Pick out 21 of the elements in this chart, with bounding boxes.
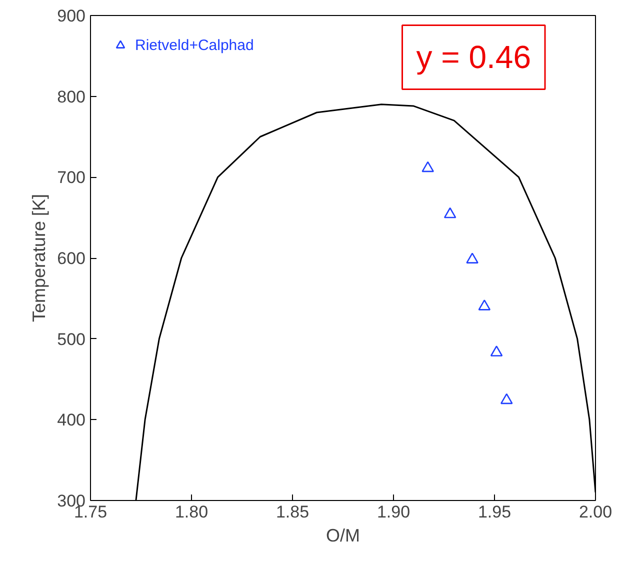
- y-tick-label: 400: [57, 410, 86, 430]
- x-tick-label: 2.00: [578, 502, 612, 522]
- x-tick-label: 1.90: [376, 502, 410, 522]
- point: [500, 393, 513, 404]
- x-tick-label: 1.95: [478, 502, 512, 522]
- y-tick-label: 600: [57, 249, 86, 268]
- legend-label: Rietveld+Calphad: [135, 36, 254, 54]
- point: [490, 346, 503, 356]
- x-tick-label: 1.80: [174, 502, 208, 522]
- point: [466, 252, 478, 264]
- y-axis-title: Temperature [K]: [29, 194, 50, 322]
- point: [444, 207, 456, 218]
- x-tick-label: 1.85: [276, 502, 310, 522]
- point: [478, 300, 491, 310]
- y-tick-label: 700: [57, 168, 86, 188]
- x-axis-title: O/M: [326, 526, 360, 546]
- y-tick-label: 500: [57, 330, 86, 349]
- annotation: y = 0.46: [416, 39, 531, 76]
- y-tick-label: 900: [57, 6, 86, 26]
- y-tick-label: 800: [57, 87, 86, 106]
- point: [422, 161, 434, 172]
